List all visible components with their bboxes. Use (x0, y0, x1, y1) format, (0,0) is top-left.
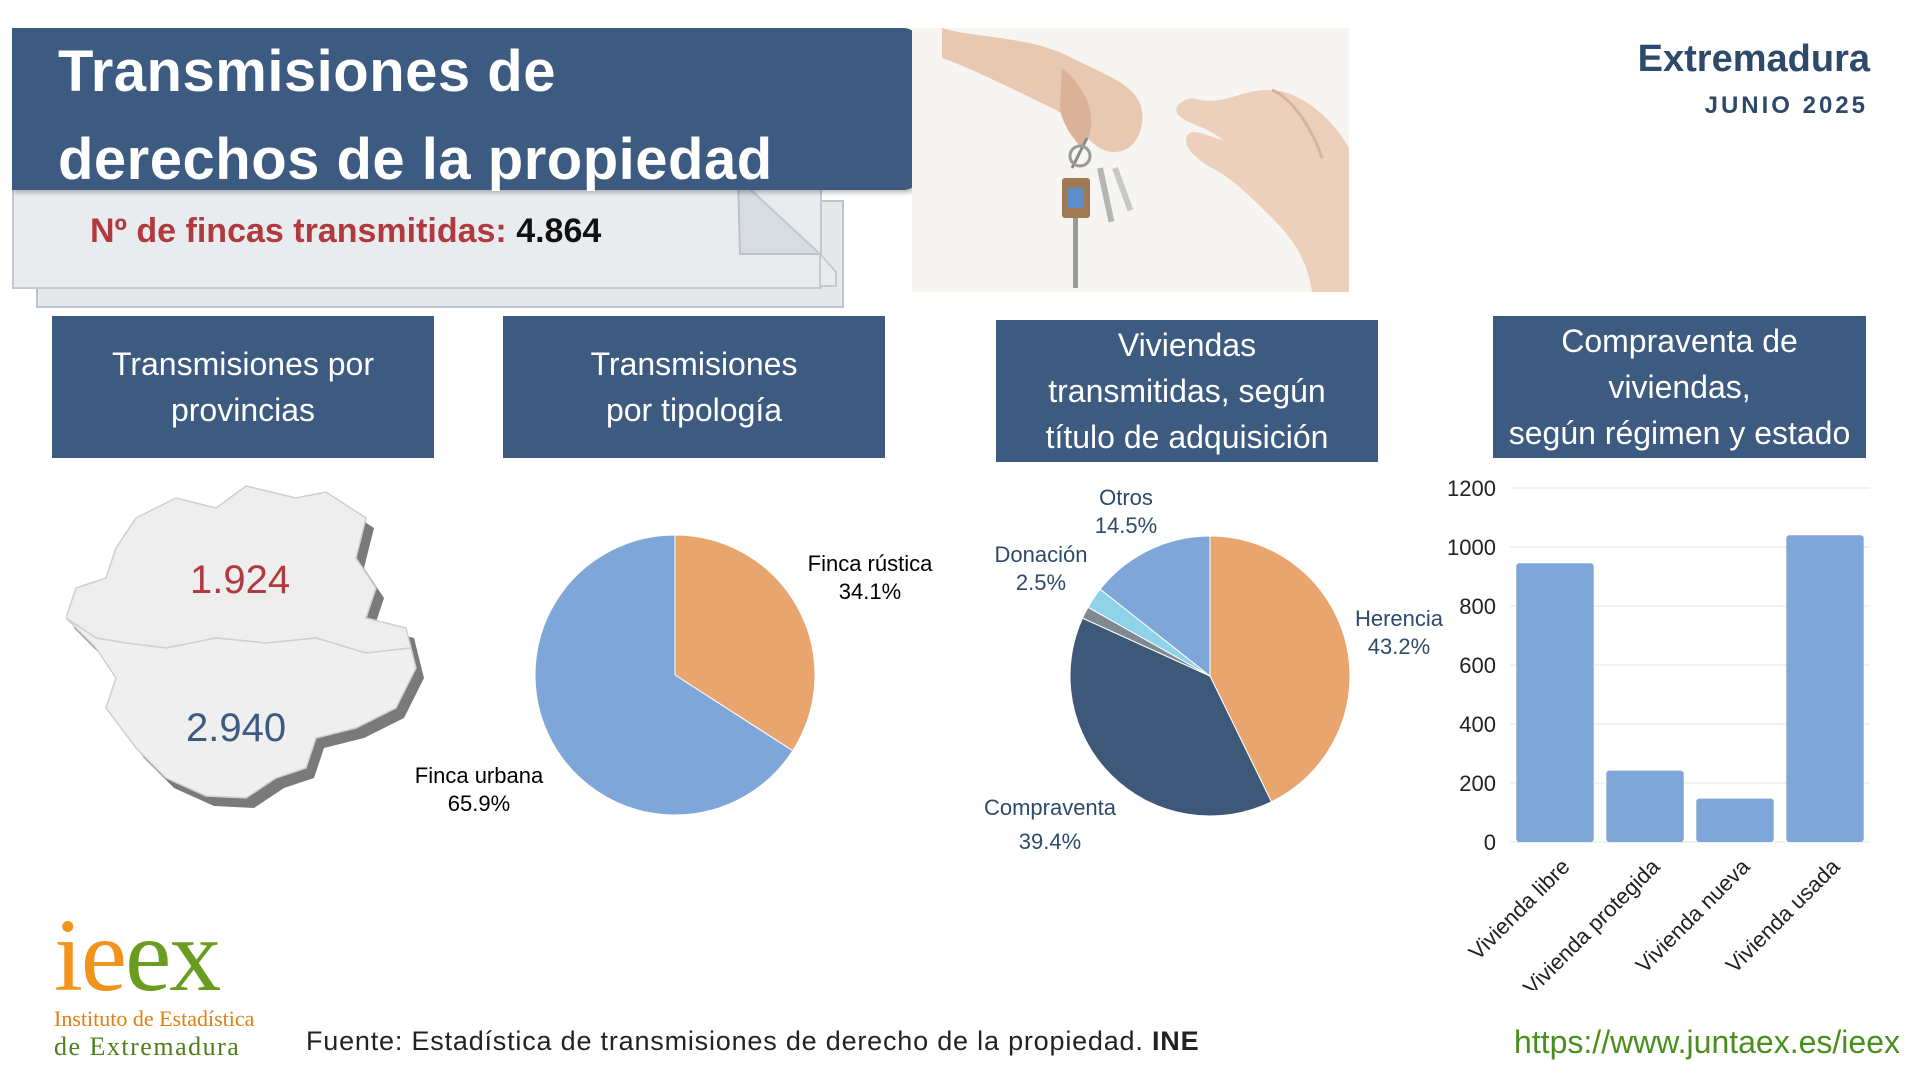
pie1-label-urbana: Finca urbana 65.9% (404, 762, 554, 818)
caceres-value: 1.924 (190, 558, 291, 602)
panel-titulo-line2: transmitidas, según (1048, 373, 1326, 409)
logo-sub2: de Extremadura (54, 1032, 241, 1061)
source-prefix: Fuente: Estadística de transmisiones de … (306, 1026, 1144, 1056)
extremadura-map (66, 485, 424, 808)
bar-ytick-6: 1200 (1447, 476, 1496, 501)
pie2-slice-1 (1069, 617, 1273, 817)
website-link[interactable]: https://www.juntaex.es/ieex (1514, 1024, 1900, 1060)
pie2-label-otros-value: 14.5% (1094, 513, 1158, 538)
pie1-label-urbana-name: Finca urbana (414, 763, 544, 788)
bar-2 (1696, 798, 1774, 842)
fincas-box (12, 185, 822, 289)
pie2-label-donacion-value: 2.5% (1015, 570, 1067, 595)
pie2-slice-4 (1099, 535, 1211, 678)
fincas-label: Nº de fincas transmitidas: (90, 212, 507, 250)
panel-header-titulo: Viviendas transmitidas, según título de … (996, 320, 1378, 462)
pie-chart-tipologia (534, 534, 816, 816)
badajoz-value: 2.940 (186, 706, 287, 750)
bar-ytick-2: 400 (1459, 712, 1496, 737)
source-note: Fuente: Estadística de transmisiones de … (306, 1026, 1199, 1057)
panel-header-tipologia: Transmisiones por tipología (503, 316, 885, 458)
panel-titulo-line3: título de adquisición (1045, 419, 1329, 455)
pie2-label-donacion: Donación 2.5% (976, 541, 1106, 597)
pie1-label-rustica-name: Finca rústica (807, 551, 933, 576)
pie2-label-otros-name: Otros (1099, 485, 1153, 510)
panel-regimen-line3: según régimen y estado (1508, 415, 1851, 451)
bar-ytick-0: 0 (1484, 830, 1496, 855)
source-org: INE (1152, 1026, 1200, 1056)
keys-hands-icon (912, 28, 1349, 292)
keys-photo (912, 28, 1349, 292)
pie-chart-titulo (1069, 535, 1351, 817)
pie2-label-donacion-name: Donación (994, 542, 1088, 567)
pie1-label-urbana-value: 65.9% (447, 791, 511, 816)
pie2-label-compraventa: Compraventa 39.4% (970, 794, 1130, 856)
panel-regimen-line2: viviendas, (1608, 369, 1751, 405)
pie1-slice-0 (674, 534, 816, 752)
pie2-label-compraventa-name: Compraventa (983, 795, 1117, 820)
panel-provincias-line1: Transmisiones por (111, 346, 374, 382)
fincas-value: 4.864 (516, 212, 602, 250)
page-fold-icon (736, 176, 837, 287)
bar-1 (1606, 770, 1684, 842)
pie2-slice-0 (1209, 535, 1351, 803)
panel-titulo-line1: Viviendas (1117, 327, 1257, 363)
pie1-slice-1 (534, 534, 794, 816)
pie2-label-herencia-value: 43.2% (1367, 634, 1431, 659)
panel-tipologia-line1: Transmisiones (590, 346, 798, 382)
pie1-label-rustica-value: 34.1% (838, 579, 902, 604)
panel-header-regimen: Compraventa de viviendas, según régimen … (1493, 316, 1866, 458)
bar-3 (1786, 535, 1864, 842)
bar-ytick-4: 800 (1459, 594, 1496, 619)
page-title: Transmisiones de derechos de la propieda… (58, 28, 773, 204)
bar-ytick-1: 200 (1459, 771, 1496, 796)
pie2-label-herencia-name: Herencia (1354, 606, 1444, 631)
bar-ytick-3: 600 (1459, 653, 1496, 678)
title-line-1: Transmisiones de (58, 39, 556, 104)
report-date: JUNIO 2025 (1704, 92, 1868, 119)
region-name: Extremadura (1637, 38, 1870, 80)
pie2-label-compraventa-value: 39.4% (1018, 829, 1082, 854)
panel-tipologia-line2: por tipología (605, 392, 783, 428)
bar-ytick-5: 1000 (1447, 535, 1496, 560)
fincas-count: Nº de fincas transmitidas: 4.864 (90, 212, 601, 251)
panel-header-provincias: Transmisiones por provincias (52, 316, 434, 458)
pie2-label-otros: Otros 14.5% (1076, 484, 1176, 540)
title-line-2: derechos de la propiedad (58, 127, 773, 192)
logo-sub1: Instituto de Estadística (54, 1006, 255, 1031)
pie1-label-rustica: Finca rústica 34.1% (795, 550, 945, 606)
map-badajoz (66, 617, 417, 799)
bar-0 (1516, 563, 1594, 842)
ieex-logo: ieex Instituto de Estadística de Extrema… (54, 898, 304, 1062)
logo-wordmark: ieex (54, 898, 221, 1013)
panel-regimen-line1: Compraventa de (1561, 323, 1798, 359)
panel-provincias-line2: provincias (170, 392, 316, 428)
title-banner (12, 28, 918, 190)
pie2-label-herencia: Herencia 43.2% (1344, 605, 1454, 661)
